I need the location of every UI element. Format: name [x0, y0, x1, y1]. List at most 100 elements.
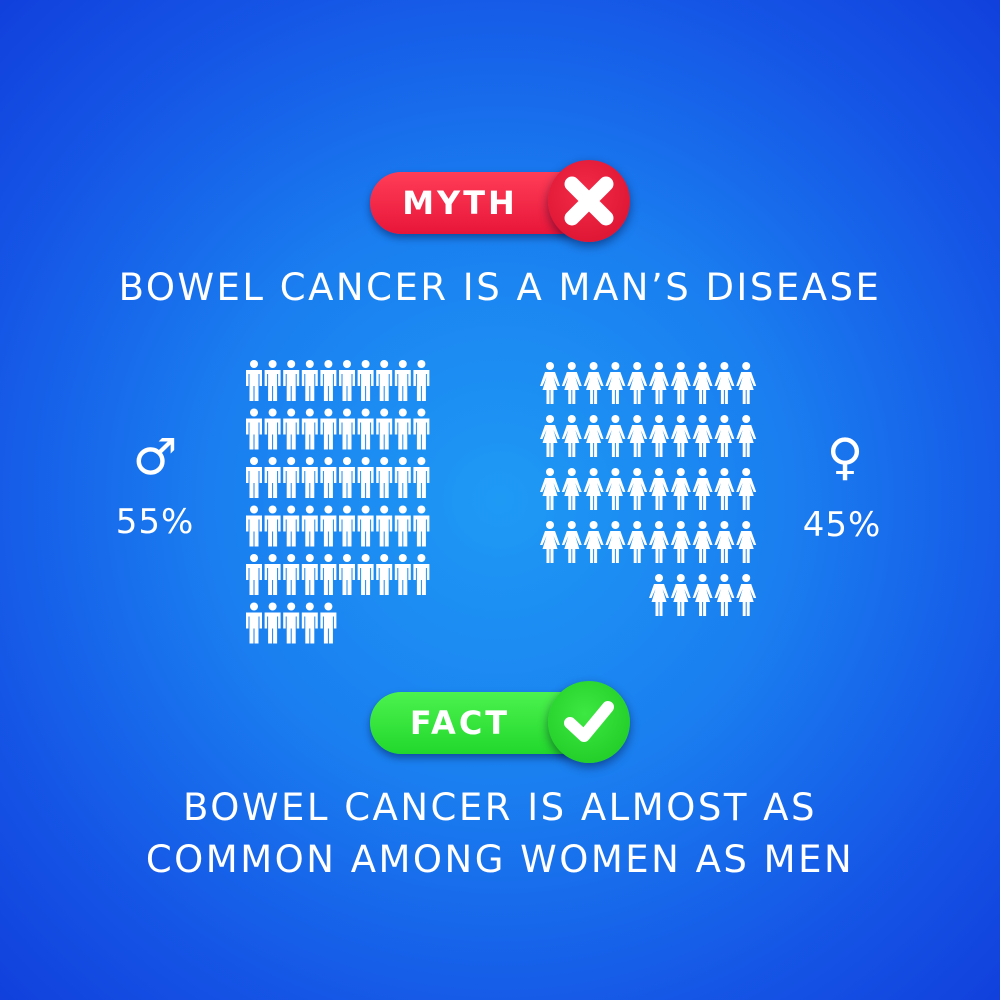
- man-figure-icon: [264, 602, 281, 644]
- man-figure-icon: [413, 408, 430, 450]
- woman-figure-icon: [540, 521, 560, 563]
- woman-figure-icon: [583, 521, 604, 563]
- man-figure-icon: [339, 505, 355, 547]
- man-figure-icon: [246, 505, 262, 547]
- man-figure-icon: [301, 602, 318, 644]
- x-mark-icon: [548, 160, 630, 242]
- woman-figure-icon: [561, 521, 582, 563]
- woman-figure-icon: [561, 415, 582, 457]
- man-figure-icon: [301, 505, 318, 547]
- man-figure-icon: [357, 505, 374, 547]
- man-figure-icon: [301, 408, 318, 450]
- man-figure-icon: [339, 554, 355, 595]
- woman-figure-icon: [649, 521, 669, 563]
- woman-figure-icon: [736, 362, 757, 404]
- fact-statement-line2: COMMON AMONG WOMEN AS MEN: [145, 838, 855, 881]
- woman-figure-icon: [583, 415, 604, 457]
- man-figure-icon: [394, 360, 411, 401]
- female-symbol-icon: ♀: [826, 428, 864, 486]
- man-figure-icon: [320, 602, 337, 644]
- woman-figure-icon: [670, 521, 691, 563]
- man-figure-icon: [246, 457, 262, 498]
- woman-figure-icon: [736, 415, 757, 457]
- man-figure-icon: [376, 360, 393, 401]
- man-figure-icon: [357, 554, 374, 595]
- man-figure-icon: [246, 360, 262, 401]
- women-percent: 45%: [802, 505, 882, 545]
- woman-figure-icon: [540, 415, 560, 457]
- woman-figure-icon: [649, 362, 669, 404]
- man-figure-icon: [413, 360, 430, 401]
- man-figure-icon: [339, 408, 355, 450]
- man-figure-icon: [376, 554, 393, 595]
- man-figure-icon: [339, 360, 355, 401]
- man-figure-icon: [264, 408, 281, 450]
- man-figure-icon: [413, 505, 430, 547]
- woman-figure-icon: [692, 415, 713, 457]
- myth-statement: BOWEL CANCER IS A MAN’S DISEASE: [118, 266, 882, 309]
- man-figure-icon: [394, 554, 411, 595]
- woman-figure-icon: [736, 468, 757, 510]
- man-figure-icon: [320, 408, 337, 450]
- men-percent: 55%: [115, 502, 195, 542]
- man-figure-icon: [264, 505, 281, 547]
- man-figure-icon: [376, 408, 393, 450]
- man-figure-icon: [283, 457, 300, 498]
- fact-label: FACT: [409, 704, 511, 742]
- woman-figure-icon: [692, 574, 713, 616]
- man-figure-icon: [320, 554, 337, 595]
- man-figure-icon: [264, 360, 281, 401]
- woman-figure-icon: [692, 362, 713, 404]
- woman-figure-icon: [583, 468, 604, 510]
- woman-figure-icon: [670, 574, 691, 616]
- man-figure-icon: [394, 457, 411, 498]
- woman-figure-icon: [670, 362, 691, 404]
- woman-figure-icon: [540, 468, 560, 510]
- man-figure-icon: [320, 457, 337, 498]
- man-figure-icon: [357, 457, 374, 498]
- woman-figure-icon: [714, 415, 735, 457]
- man-figure-icon: [283, 602, 300, 644]
- woman-figure-icon: [692, 521, 713, 563]
- man-figure-icon: [320, 505, 337, 547]
- woman-figure-icon: [605, 468, 626, 510]
- man-figure-icon: [246, 408, 262, 450]
- man-figure-icon: [246, 602, 262, 644]
- woman-figure-icon: [649, 415, 669, 457]
- woman-figure-icon: [736, 521, 757, 563]
- man-figure-icon: [301, 457, 318, 498]
- man-figure-icon: [394, 505, 411, 547]
- man-figure-icon: [283, 360, 300, 401]
- woman-figure-icon: [714, 574, 735, 616]
- man-figure-icon: [264, 457, 281, 498]
- woman-figure-icon: [736, 574, 757, 616]
- man-figure-icon: [339, 457, 355, 498]
- man-figure-icon: [357, 360, 374, 401]
- woman-figure-icon: [670, 415, 691, 457]
- woman-figure-icon: [670, 468, 691, 510]
- man-figure-icon: [320, 360, 337, 401]
- man-figure-icon: [413, 457, 430, 498]
- man-figure-icon: [376, 505, 393, 547]
- woman-figure-icon: [714, 521, 735, 563]
- man-figure-icon: [376, 457, 393, 498]
- woman-figure-icon: [649, 468, 669, 510]
- woman-figure-icon: [583, 362, 604, 404]
- woman-figure-icon: [627, 415, 648, 457]
- man-figure-icon: [357, 408, 374, 450]
- man-figure-icon: [301, 554, 318, 595]
- man-figure-icon: [283, 505, 300, 547]
- man-figure-icon: [394, 408, 411, 450]
- woman-figure-icon: [714, 362, 735, 404]
- woman-figure-icon: [561, 362, 582, 404]
- man-figure-icon: [413, 554, 430, 595]
- man-figure-icon: [246, 554, 262, 595]
- woman-figure-icon: [649, 574, 669, 616]
- woman-figure-icon: [627, 362, 648, 404]
- woman-figure-icon: [627, 521, 648, 563]
- woman-figure-icon: [605, 415, 626, 457]
- woman-figure-icon: [627, 468, 648, 510]
- woman-figure-icon: [540, 362, 560, 404]
- woman-figure-icon: [605, 362, 626, 404]
